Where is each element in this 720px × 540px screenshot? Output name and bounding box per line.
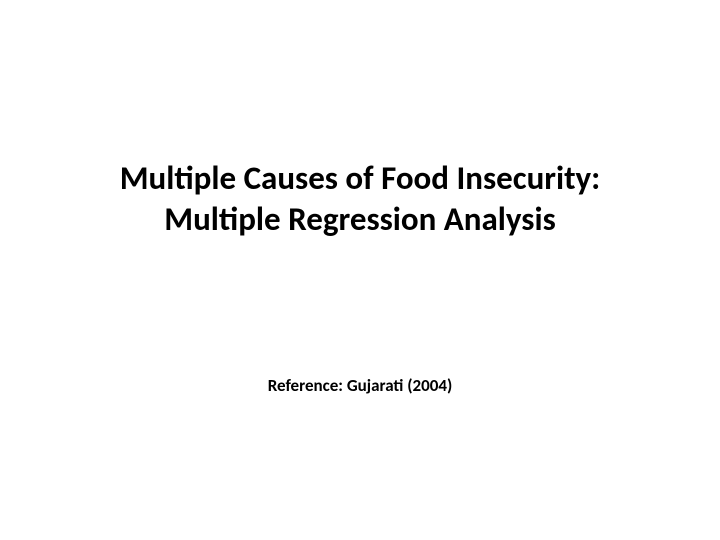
slide-title: Multiple Causes of Food Insecurity: Mult…	[0, 158, 720, 241]
title-line-2: Multiple Regression Analysis	[164, 199, 556, 239]
slide-container: Multiple Causes of Food Insecurity: Mult…	[0, 0, 720, 540]
slide-reference: Reference: Gujarati (2004)	[0, 375, 720, 396]
title-line-1: Multiple Causes of Food Insecurity:	[120, 158, 601, 198]
